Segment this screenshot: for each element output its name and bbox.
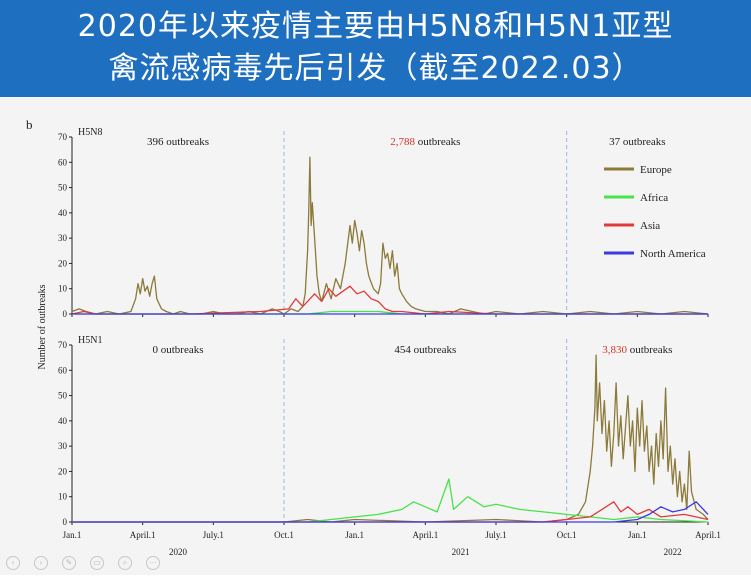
prev-icon[interactable]: ‹ — [6, 556, 20, 570]
next-icon[interactable]: › — [34, 556, 48, 570]
x-tick-label: April.1 — [695, 530, 721, 540]
h5n1-y-tick-label: 30 — [58, 441, 68, 451]
year-label: 2022 — [664, 547, 682, 557]
h5n8-period-count-value: 396 — [147, 136, 164, 148]
pen-icon[interactable]: ✎ — [62, 556, 76, 570]
h5n1-y-tick-label: 50 — [58, 391, 68, 401]
h5n8-y-tick-label: 40 — [58, 208, 68, 218]
more-icon[interactable]: ⋯ — [146, 556, 160, 570]
h5n8-y-tick-label: 70 — [58, 132, 68, 142]
y-axis-label: Number of outbreaks — [37, 284, 48, 369]
h5n8-period-count: 2,788 outbreaks — [390, 136, 460, 148]
x-tick-label: July.1 — [203, 530, 224, 540]
h5n8-y-tick-label: 10 — [58, 284, 68, 294]
title-banner: 2020年以来疫情主要由H5N8和H5N1亚型 禽流感病毒先后引发（截至2022… — [0, 0, 751, 97]
h5n8-series-asia — [71, 285, 708, 315]
h5n1-period-count-suffix: outbreaks — [411, 344, 457, 356]
x-tick-label: April.1 — [130, 530, 156, 540]
legend-label-north-america: North America — [640, 248, 706, 260]
h5n1-series-north-america — [72, 501, 709, 523]
h5n1-y-tick-label: 10 — [58, 492, 68, 502]
h5n8-period-count-suffix: outbreaks — [415, 136, 461, 148]
h5n8-period-count-value: 37 — [609, 136, 621, 148]
h5n8-period-count-value: 2,788 — [390, 136, 415, 148]
legend-label-europe: Europe — [640, 164, 672, 176]
panel-letter: b — [26, 117, 33, 132]
h5n8-y-tick-label: 50 — [58, 183, 68, 193]
h5n1-period-count: 0 outbreaks — [152, 344, 203, 356]
h5n8-subtype-label: H5N8 — [78, 127, 102, 138]
year-label: 2021 — [452, 547, 470, 557]
x-tick-label: April.1 — [412, 530, 438, 540]
legend-label-africa: Africa — [640, 192, 668, 204]
h5n8-period-count-suffix: outbreaks — [163, 136, 209, 148]
h5n1-subtype-label: H5N1 — [78, 335, 102, 346]
year-label: 2020 — [169, 547, 188, 557]
h5n8-series-europe — [71, 156, 709, 315]
h5n1-series-asia — [72, 501, 709, 523]
h5n1-period-count-suffix: outbreaks — [627, 344, 673, 356]
h5n1-y-tick-label: 20 — [58, 466, 68, 476]
h5n8-period-count-suffix: outbreaks — [620, 136, 666, 148]
h5n8-y-tick-label: 20 — [58, 258, 68, 268]
x-tick-label: Jan.1 — [628, 530, 647, 540]
h5n8-y-tick-label: 0 — [63, 309, 68, 319]
h5n1-period-count: 454 outbreaks — [394, 344, 456, 356]
h5n1-period-count: 3,830 outbreaks — [602, 344, 672, 356]
outbreak-chart: b Number of outbreaks 0 10 20 30 40 50 60 70 H5N8 3… — [26, 117, 721, 557]
h5n1-series-europe — [72, 354, 709, 523]
h5n8-period-count: 37 outbreaks — [609, 136, 666, 148]
h5n1-y-tick-label: 0 — [63, 517, 68, 527]
x-tick-label: July.1 — [485, 530, 506, 540]
h5n1-period-count-suffix: outbreaks — [158, 344, 204, 356]
h5n1-period-count-value: 0 — [152, 344, 158, 356]
x-tick-label: Oct.1 — [274, 530, 294, 540]
h5n1-period-count-value: 454 — [394, 344, 411, 356]
page-icon[interactable]: ▭ — [90, 556, 104, 570]
h5n8-y-tick-label: 30 — [58, 233, 68, 243]
title-line-2: 禽流感病毒先后引发（截至2022.03） — [108, 51, 643, 86]
legend-label-asia: Asia — [640, 220, 660, 232]
h5n1-y-tick-label: 70 — [58, 340, 68, 350]
h5n1-series-africa — [72, 478, 709, 523]
h5n1-period-count-value: 3,830 — [602, 344, 627, 356]
x-tick-label: Jan.1 — [63, 530, 82, 540]
h5n8-period-count: 396 outbreaks — [147, 136, 209, 148]
x-tick-label: Oct.1 — [557, 530, 577, 540]
slide-controls: ‹ › ✎ ▭ ⌕ ⋯ — [6, 556, 160, 572]
h5n1-y-tick-label: 40 — [58, 416, 68, 426]
zoom-icon[interactable]: ⌕ — [118, 556, 132, 570]
x-tick-label: Jan.1 — [345, 530, 364, 540]
title-line-1: 2020年以来疫情主要由H5N8和H5N1亚型 — [77, 9, 674, 44]
h5n1-y-tick-label: 60 — [58, 365, 68, 375]
h5n8-y-tick-label: 60 — [58, 157, 68, 167]
chart-area: b Number of outbreaks 0 10 20 30 40 50 60 70 H5N8 3… — [0, 97, 751, 575]
